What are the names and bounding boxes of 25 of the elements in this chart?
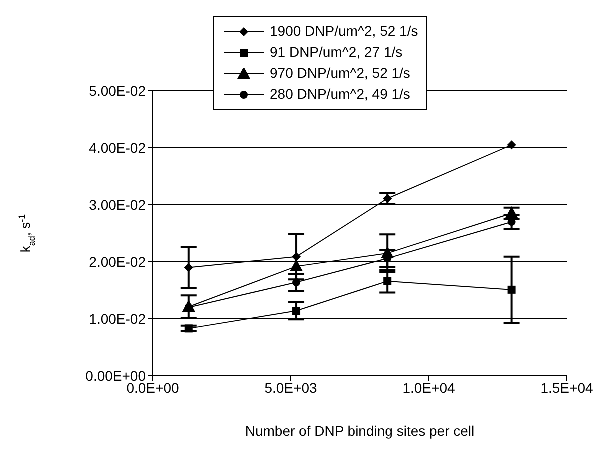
point <box>384 277 392 286</box>
x-tick-label: 1.0E+04 <box>402 380 456 396</box>
legend-label: 1900 DNP/um^2, 52 1/s <box>270 23 418 39</box>
point <box>292 278 301 287</box>
point <box>184 324 193 333</box>
point <box>292 307 301 316</box>
point <box>290 260 304 272</box>
legend-label: 91 DNP/um^2, 27 1/s <box>270 44 403 60</box>
legend-label: 280 DNP/um^2, 49 1/s <box>270 86 410 102</box>
point <box>508 286 516 294</box>
point <box>383 194 392 204</box>
point <box>505 206 518 219</box>
y-tick-label: 0.00E+00 <box>86 368 146 384</box>
point <box>507 140 516 150</box>
y-tick-label: 3.00E-02 <box>89 196 146 213</box>
x-axis-title: Number of DNP binding sites per cell <box>245 423 475 439</box>
y-tick-label: 2.00E-02 <box>89 254 146 270</box>
y-tick-label: 5.00E-02 <box>89 82 146 99</box>
x-tick-label: 1.5E+04 <box>540 380 594 396</box>
point <box>292 252 302 262</box>
x-tick-label: 5.0E+03 <box>264 380 318 396</box>
legend-label: 970 DNP/um^2, 52 1/s <box>270 65 410 81</box>
point <box>184 263 194 272</box>
y-tick-label: 4.00E-02 <box>89 140 146 156</box>
y-tick-label: 1.00E-02 <box>89 310 146 327</box>
